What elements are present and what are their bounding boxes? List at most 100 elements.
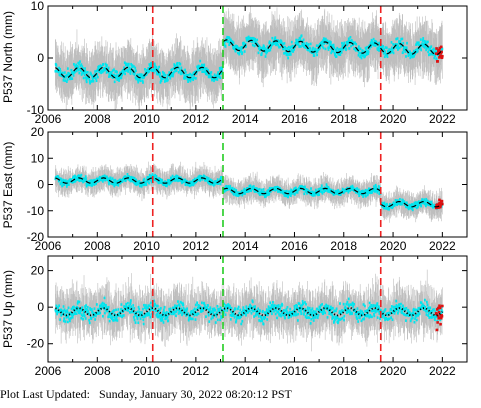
y-tick-label: -20 <box>27 230 45 244</box>
data-point <box>134 67 136 70</box>
x-tick-label: 2020 <box>380 112 407 126</box>
data-point <box>397 37 399 40</box>
data-point <box>221 176 223 179</box>
data-point <box>402 51 404 54</box>
data-point <box>80 69 82 72</box>
y-tick-label: 10 <box>31 151 45 165</box>
data-point <box>95 77 97 80</box>
data-point <box>268 193 270 196</box>
data-point <box>333 46 335 49</box>
data-point <box>405 55 407 58</box>
y-tick-label: 0 <box>37 51 44 65</box>
data-point <box>184 69 186 72</box>
data-point <box>368 51 370 54</box>
data-point <box>436 57 438 60</box>
data-point <box>277 190 279 193</box>
data-point <box>117 184 119 187</box>
data-point <box>67 67 69 70</box>
data-point <box>258 52 260 55</box>
y-axis-label: P537 North (mm) <box>1 11 15 103</box>
data-point <box>97 76 99 79</box>
data-point <box>106 64 108 67</box>
data-point <box>406 46 408 49</box>
data-point <box>313 54 315 57</box>
x-tick-label: 2008 <box>84 239 111 253</box>
data-point <box>402 42 404 45</box>
data-point <box>142 81 144 84</box>
data-point <box>180 66 182 69</box>
data-point <box>172 175 174 178</box>
data-point <box>349 47 351 50</box>
data-point <box>83 77 85 80</box>
data-point <box>94 183 96 186</box>
data-point <box>322 42 324 45</box>
data-point <box>76 70 78 73</box>
data-point <box>303 38 305 41</box>
data-point <box>297 191 299 194</box>
recent-point <box>438 49 441 52</box>
data-point <box>422 39 424 42</box>
data-point <box>422 37 424 40</box>
data-point <box>271 37 273 40</box>
data-point <box>420 205 422 208</box>
x-tick-label: 2018 <box>330 112 357 126</box>
data-point <box>199 60 201 63</box>
data-point <box>310 187 312 190</box>
data-point <box>291 41 293 44</box>
data-point <box>220 77 222 80</box>
data-point <box>78 72 80 75</box>
data-point <box>164 74 166 77</box>
data-point <box>85 175 87 178</box>
data-point <box>171 68 173 71</box>
x-tick-label: 2012 <box>183 239 210 253</box>
data-point <box>252 44 254 47</box>
data-point <box>204 175 206 178</box>
data-point <box>321 184 323 187</box>
data-point <box>114 81 116 84</box>
data-point <box>193 76 195 79</box>
data-point <box>176 62 178 65</box>
y-tick-label: -10 <box>27 204 45 218</box>
data-point <box>312 47 314 50</box>
data-point <box>234 188 236 191</box>
recent-point <box>440 46 443 49</box>
data-point <box>144 68 146 71</box>
data-point <box>418 41 420 44</box>
y-tick-label: 0 <box>37 178 44 192</box>
data-point <box>304 186 306 189</box>
data-point <box>69 73 71 76</box>
data-point <box>356 187 358 190</box>
data-point <box>399 198 401 201</box>
data-point <box>210 71 212 74</box>
data-point <box>392 206 394 209</box>
data-point <box>179 69 181 72</box>
x-tick-label: 2016 <box>281 239 308 253</box>
data-point <box>325 48 327 51</box>
data-point <box>284 42 286 45</box>
data-point <box>254 45 256 48</box>
data-point <box>433 48 435 51</box>
data-point <box>266 194 268 197</box>
data-point <box>270 46 272 49</box>
data-point <box>93 80 95 83</box>
data-point <box>85 178 87 181</box>
data-point <box>355 43 357 46</box>
data-point <box>94 70 96 73</box>
data-point <box>303 193 305 196</box>
data-point <box>330 41 332 44</box>
data-point <box>265 55 267 58</box>
data-point <box>365 195 367 198</box>
data-point <box>336 55 338 58</box>
data-point <box>261 52 263 55</box>
recent-point <box>436 60 439 63</box>
x-tick-label: 2020 <box>380 239 407 253</box>
data-point <box>343 42 345 45</box>
y-tick-label: 10 <box>31 0 45 13</box>
data-point <box>386 203 388 206</box>
data-point <box>102 63 104 66</box>
data-point <box>309 47 311 50</box>
recent-point <box>441 203 444 206</box>
data-point <box>110 177 112 180</box>
data-point <box>62 184 64 187</box>
